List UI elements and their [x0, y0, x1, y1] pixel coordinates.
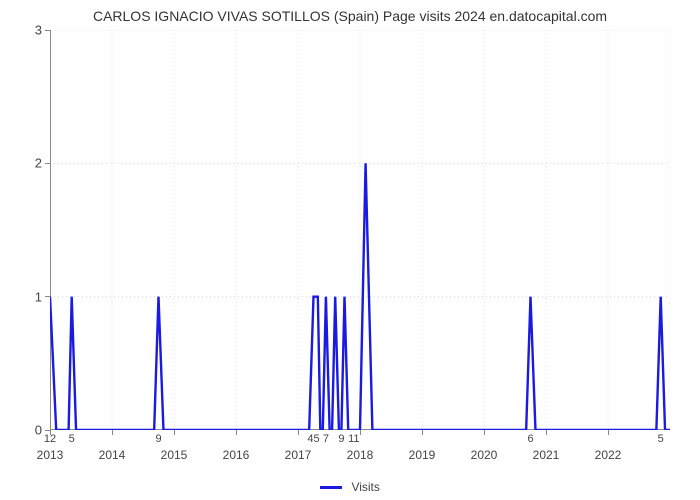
legend: Visits [0, 480, 700, 494]
y-tick-label: 1 [35, 289, 42, 304]
y-tick-mark [45, 163, 50, 164]
legend-label: Visits [351, 480, 379, 494]
chart-container: CARLOS IGNACIO VIVAS SOTILLOS (Spain) Pa… [0, 0, 700, 500]
x-year-label: 2015 [161, 448, 188, 462]
y-tick-label: 2 [35, 156, 42, 171]
x-tick-mark [298, 430, 299, 435]
x-year-label: 2014 [99, 448, 126, 462]
y-tick-mark [45, 30, 50, 31]
x-year-label: 2019 [409, 448, 436, 462]
x-value-label: 45 [307, 433, 319, 445]
x-tick-mark [484, 430, 485, 435]
x-tick-mark [360, 430, 361, 435]
x-year-label: 2018 [347, 448, 374, 462]
legend-swatch [320, 486, 342, 489]
y-tick-label: 0 [35, 423, 42, 438]
x-year-label: 2020 [471, 448, 498, 462]
x-tick-mark [236, 430, 237, 435]
y-tick-mark [45, 296, 50, 297]
x-year-label: 2013 [37, 448, 64, 462]
x-value-label: 6 [527, 433, 533, 445]
line-svg [50, 30, 670, 430]
y-tick-label: 3 [35, 23, 42, 38]
x-value-label: 9 [338, 433, 344, 445]
visits-line [50, 163, 670, 430]
x-value-label: 5 [69, 433, 75, 445]
x-tick-mark [422, 430, 423, 435]
x-year-label: 2016 [223, 448, 250, 462]
x-year-label: 2022 [595, 448, 622, 462]
x-year-label: 2021 [533, 448, 560, 462]
x-tick-mark [174, 430, 175, 435]
chart-title: CARLOS IGNACIO VIVAS SOTILLOS (Spain) Pa… [0, 8, 700, 24]
x-value-label: 7 [323, 433, 329, 445]
x-tick-mark [608, 430, 609, 435]
x-value-label: 9 [155, 433, 161, 445]
x-value-label: 12 [44, 433, 56, 445]
x-value-label: 5 [658, 433, 664, 445]
x-tick-mark [112, 430, 113, 435]
x-tick-mark [546, 430, 547, 435]
x-value-label: 11 [348, 433, 359, 445]
x-year-label: 2017 [285, 448, 312, 462]
plot-area: 0123201320142015201620172018201920202021… [50, 30, 670, 430]
